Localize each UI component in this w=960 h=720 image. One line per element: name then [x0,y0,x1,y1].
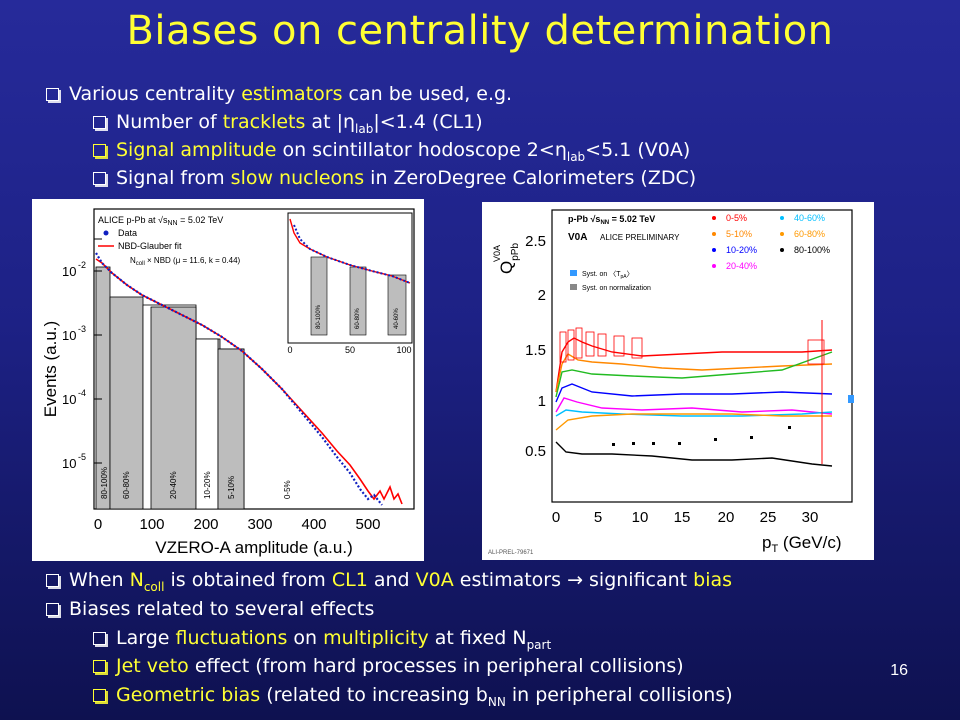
x-tick: 500 [355,516,380,533]
legend-item: 40-60% [794,213,825,223]
checkbox-bullet-icon [93,116,106,129]
page-number: 16 [890,662,908,679]
checkbox-bullet-icon [93,172,106,185]
y-tick: 2.5 [525,233,546,250]
syst-pa-label: Syst. on 〈TpA〉 [582,270,634,280]
x-tick: 10 [632,509,649,526]
x-tick: 100 [139,516,164,533]
y-tick: 2 [538,287,546,304]
legend-title: ALICE p-Pb at √sNN = 5.02 TeV [98,215,223,227]
legend-item: 80-100% [794,245,830,255]
bin-label: 20-40% [169,471,178,499]
svg-text:50: 50 [345,345,355,355]
checkbox-bullet-icon [93,689,106,702]
y-tick: 1 [538,393,546,410]
y-axis-label: Events (a.u.) [41,321,60,417]
syst-norm-label: Syst. on normalization [582,285,651,292]
bin-label: 80-100% [100,467,109,499]
y-tick: 10 [62,328,76,343]
bullet-signal-amplitude: Signal amplitude on scintillator hodosco… [93,138,690,169]
vzero-amplitude-plot: 10 -2 10 -3 10 -4 10 -5 0 100 200 300 400 50… [32,199,424,561]
bullet-geometric-bias: Geometric bias (related to increasing bN… [93,683,733,714]
legend-item: 5-10% [726,229,752,239]
bullet-ncoll-bias: When Ncoll is obtained from CL1 and V0A … [46,568,732,599]
plot-header: p-Pb √sNN = 5.02 TeV [568,214,655,226]
x-tick: 25 [760,509,777,526]
arrow-icon: → [567,569,583,591]
x-tick: 400 [301,516,326,533]
prelim-label: ALICE PRELIMINARY [600,233,680,242]
bullet-slow-nucleons: Signal from slow nucleons in ZeroDegree … [93,166,696,190]
y-tick: 10 [62,264,76,279]
x-tick: 0 [552,509,560,526]
x-tick: 30 [802,509,819,526]
svg-text:-2: -2 [78,260,86,270]
formula: Ncoll × NBD (μ = 11.6, k = 0.44) [130,256,241,267]
x-tick: 20 [718,509,735,526]
svg-text:-3: -3 [78,324,86,334]
bin-label: 0-5% [283,480,292,499]
inset-bin-label: 60-80% [355,308,361,329]
bullet-biases-effects: Biases related to several effects [46,597,374,621]
x-tick: 5 [594,509,602,526]
x-tick: 15 [674,509,691,526]
checkbox-bullet-icon [46,603,59,616]
y-tick: 10 [62,392,76,407]
legend-item: 10-20% [726,245,757,255]
inset-bin-label: 40-60% [394,308,400,329]
svg-text:QpPb: QpPb [497,243,521,274]
checkbox-bullet-icon [46,88,59,101]
bullet-jet-veto: Jet veto effect (from hard processes in … [93,654,684,678]
svg-text:V0A: V0A [492,245,502,262]
y-tick: 1.5 [525,342,546,359]
bin-label: 10-20% [203,471,212,499]
legend-fit: NBD-Glauber fit [118,241,182,251]
y-tick: 10 [62,456,76,471]
x-tick: 300 [247,516,272,533]
x-axis-label: VZERO-A amplitude (a.u.) [155,538,352,557]
estimator-label: V0A [568,232,587,243]
v0a-qppb-plot: 0.5 1 1.5 2 2.5 0 5 10 15 20 25 30 pT (G… [482,202,874,560]
legend-item: 0-5% [726,213,747,223]
legend-data: Data [118,228,137,238]
bullet-tracklets: Number of tracklets at |ηlab|<1.4 (CL1) [93,110,483,141]
plot-footer: ALI-PREL-79671 [488,550,534,556]
svg-text:0: 0 [287,345,292,355]
inset-bin-label: 80-100% [316,304,322,329]
checkbox-bullet-icon [93,660,106,673]
svg-text:100: 100 [396,345,411,355]
x-tick: 0 [94,516,102,533]
bullet-estimators: Various centrality estimators can be use… [46,82,512,106]
checkbox-bullet-icon [46,574,59,587]
bin-label: 60-80% [122,471,131,499]
svg-text:-5: -5 [78,452,86,462]
checkbox-bullet-icon [93,144,106,157]
y-axis-label: QpPb V0A [492,243,521,274]
bullet-fluctuations: Large fluctuations on multiplicity at fi… [93,626,551,657]
checkbox-bullet-icon [93,632,106,645]
svg-text:-4: -4 [78,388,86,398]
legend-item: 60-80% [794,229,825,239]
y-tick: 0.5 [525,443,546,460]
legend-item: 20-40% [726,261,757,271]
x-tick: 200 [193,516,218,533]
x-axis-label: pT (GeV/c) [762,533,842,555]
bin-label: 5-10% [227,476,236,499]
slide-title: Biases on centrality determination [126,8,834,54]
